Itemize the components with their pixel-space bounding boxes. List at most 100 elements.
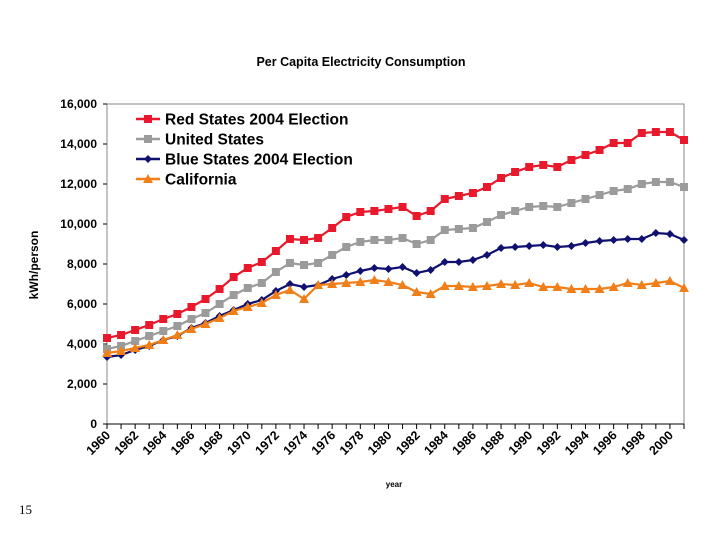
data-point-california (439, 281, 450, 290)
data-point-california (664, 276, 675, 285)
data-point-united-states (145, 332, 154, 340)
y-axis-ticks: 0 2,000 4,000 6,000 8,000 10,000 12,000 14,000 1… (60, 97, 107, 431)
legend-label-california: California (165, 172, 237, 189)
data-point-red-states-2004-election (173, 310, 182, 318)
x-tick-label: 1990 (506, 428, 536, 458)
data-point-united-states (398, 234, 407, 242)
data-point-red-states-2004-election (482, 183, 491, 191)
data-point-red-states-2004-election (300, 236, 309, 244)
data-point-united-states (342, 243, 351, 251)
data-point-red-states-2004-election (468, 189, 477, 197)
data-point-california (228, 306, 239, 315)
data-point-united-states (356, 238, 365, 246)
data-point-united-states (159, 327, 168, 335)
legend-marker-red-states-2004-election (144, 115, 152, 123)
data-point-red-states-2004-election (651, 128, 660, 136)
data-point-united-states (609, 187, 618, 195)
data-point-united-states (680, 183, 688, 191)
data-point-red-states-2004-election (257, 258, 266, 266)
data-point-blue-states-2004-election (651, 229, 660, 237)
x-tick-label: 1984 (421, 428, 451, 458)
data-point-california (650, 278, 661, 287)
data-point-california (481, 281, 492, 290)
y-axis-title: kWh/person (27, 231, 41, 300)
data-point-united-states (595, 191, 604, 199)
data-point-california (200, 319, 211, 328)
data-point-blue-states-2004-election (595, 237, 604, 245)
data-point-united-states (525, 203, 534, 211)
data-point-california (679, 283, 689, 292)
data-point-blue-states-2004-election (680, 236, 688, 244)
y-tick-label: 8,000 (67, 257, 97, 271)
data-point-red-states-2004-election (271, 247, 280, 255)
data-point-united-states (187, 315, 196, 323)
data-point-united-states (314, 259, 323, 267)
data-point-united-states (285, 259, 294, 267)
y-tick-label: 2,000 (67, 377, 97, 391)
data-point-united-states (173, 322, 182, 330)
x-tick-label: 1976 (309, 428, 339, 458)
data-point-california (355, 277, 366, 286)
data-point-blue-states-2004-election (412, 269, 421, 277)
data-point-red-states-2004-election (145, 321, 154, 329)
data-point-blue-states-2004-election (356, 267, 365, 275)
legend-marker-blue-states-2004-election (144, 155, 152, 163)
data-point-blue-states-2004-election (398, 263, 407, 271)
data-point-red-states-2004-election (454, 192, 463, 200)
data-point-red-states-2004-election (553, 163, 562, 171)
data-point-blue-states-2004-election (525, 242, 534, 250)
data-point-california (130, 343, 141, 352)
data-point-blue-states-2004-election (581, 239, 590, 247)
data-point-california (566, 284, 577, 293)
data-point-united-states (539, 202, 548, 210)
data-point-blue-states-2004-election (539, 241, 548, 249)
y-tick-label: 6,000 (67, 297, 97, 311)
data-point-red-states-2004-election (497, 174, 506, 182)
data-point-red-states-2004-election (525, 163, 534, 171)
data-point-united-states (131, 337, 140, 345)
data-point-blue-states-2004-election (567, 242, 576, 250)
x-tick-label: 1986 (449, 428, 479, 458)
y-tick-label: 14,000 (60, 137, 97, 151)
x-tick-label: 1970 (224, 428, 254, 458)
data-point-blue-states-2004-election (342, 271, 351, 279)
data-point-california (608, 282, 619, 291)
data-point-california (397, 280, 408, 289)
x-tick-label: 1974 (281, 428, 311, 458)
x-tick-label: 1994 (562, 428, 592, 458)
data-point-united-states (497, 211, 506, 219)
data-point-california (594, 284, 605, 293)
data-point-california (467, 282, 478, 291)
data-point-united-states (201, 309, 210, 317)
data-point-california (453, 281, 464, 290)
x-tick-label: 1996 (590, 428, 620, 458)
data-point-california (102, 348, 112, 357)
data-point-united-states (257, 279, 266, 287)
data-point-california (327, 279, 338, 288)
data-point-united-states (440, 226, 449, 234)
data-point-red-states-2004-election (623, 139, 632, 147)
data-point-red-states-2004-election (581, 151, 590, 159)
data-point-california (622, 278, 633, 287)
series-layer (102, 128, 689, 361)
legend-marker-united-states (144, 135, 152, 143)
legend-marker-california (143, 174, 153, 183)
data-point-blue-states-2004-election (426, 266, 435, 274)
x-tick-label: 1960 (84, 428, 114, 458)
data-point-united-states (511, 207, 520, 215)
data-point-california (214, 313, 225, 322)
y-tick-label: 4,000 (67, 337, 97, 351)
data-point-blue-states-2004-election (482, 251, 491, 259)
data-point-california (116, 346, 127, 355)
data-point-red-states-2004-election (680, 136, 688, 144)
data-point-united-states (215, 300, 224, 308)
x-tick-label: 1972 (252, 428, 282, 458)
data-point-blue-states-2004-election (497, 244, 506, 252)
data-point-united-states (637, 180, 646, 188)
data-point-red-states-2004-election (117, 331, 126, 339)
x-tick-label: 1964 (140, 428, 170, 458)
legend-label-red-states-2004-election: Red States 2004 Election (165, 112, 349, 129)
data-point-california (510, 280, 521, 289)
x-tick-label: 1968 (196, 428, 226, 458)
data-point-blue-states-2004-election (511, 243, 520, 251)
